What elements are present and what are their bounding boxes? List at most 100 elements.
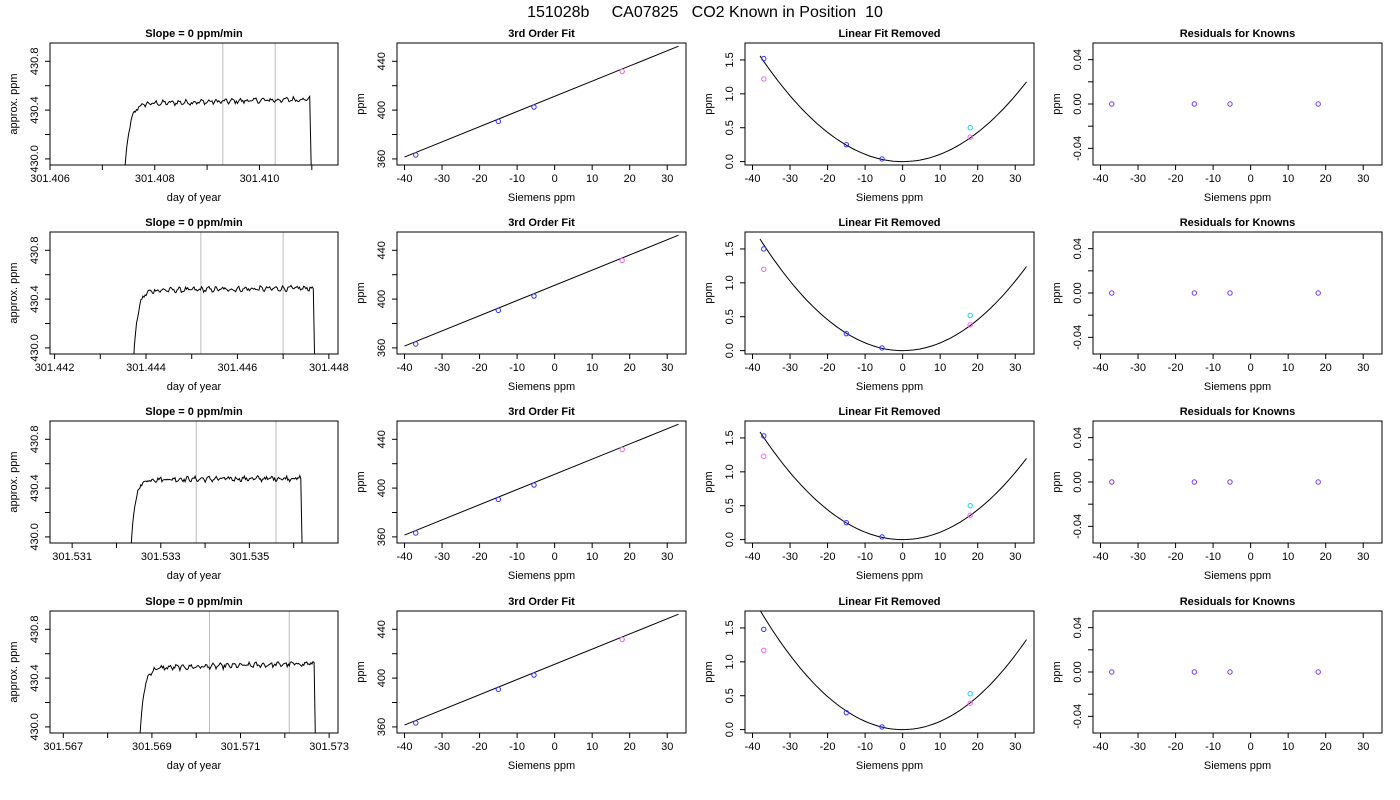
data-point xyxy=(1315,479,1321,485)
x-tick-label: -10 xyxy=(1205,741,1221,753)
y-tick-label: 360 xyxy=(376,339,388,357)
x-tick-label: -40 xyxy=(745,741,761,753)
x-tick-label: 301.408 xyxy=(135,173,175,185)
y-tick-label: 440 xyxy=(376,430,388,448)
y-tick-label: 430.4 xyxy=(29,96,41,124)
x-tick-label: -20 xyxy=(820,173,836,185)
x-tick-label: 20 xyxy=(624,173,636,185)
y-tick-label: 360 xyxy=(376,150,388,168)
data-point xyxy=(843,519,850,526)
y-tick-label: -0.04 xyxy=(1072,704,1084,729)
x-tick-label: -40 xyxy=(745,173,761,185)
x-tick-label: -30 xyxy=(782,362,798,374)
data-point xyxy=(967,503,973,509)
y-tick-label: 430.0 xyxy=(29,334,41,362)
fit-curve xyxy=(759,611,1027,731)
x-tick-label: -20 xyxy=(1168,362,1184,374)
plot-frame xyxy=(396,231,687,355)
plot-area xyxy=(139,611,316,733)
x-tick-label: -30 xyxy=(434,741,450,753)
x-tick-label: -10 xyxy=(1205,551,1221,563)
panel-linear-1: Linear Fit Removed Siemens ppm ppm -40 -30 -2… xyxy=(703,28,1035,204)
x-tick-label: -10 xyxy=(509,741,525,753)
plot-frame xyxy=(744,231,1035,355)
y-tick-label: 1.0 xyxy=(724,275,736,290)
x-tick-label: 30 xyxy=(661,741,673,753)
y-tick-label: 400 xyxy=(376,669,388,687)
y-axis-label: ppm xyxy=(1051,93,1063,114)
y-axis-label: approx. ppm xyxy=(8,641,20,702)
y-tick-label: 360 xyxy=(376,528,388,546)
panel-fit-4: 3rd Order Fit Siemens ppm ppm -40 -30 -20 -10 0… xyxy=(355,596,687,772)
data-point xyxy=(879,724,885,730)
x-tick-label: 30 xyxy=(661,173,673,185)
y-tick-label: 440 xyxy=(376,620,388,638)
data-point xyxy=(495,686,502,693)
panel-fit-2: 3rd Order Fit Siemens ppm ppm -40 -30 -20 -10 0… xyxy=(355,217,687,393)
x-tick-label: -10 xyxy=(509,362,525,374)
fit-curve xyxy=(759,238,1027,352)
x-axis-label: day of year xyxy=(167,760,222,772)
data-point xyxy=(531,482,537,488)
x-tick-label: 30 xyxy=(1357,741,1369,753)
panel-title: 3rd Order Fit xyxy=(508,28,575,40)
plot-frame xyxy=(744,610,1035,734)
y-axis-label: ppm xyxy=(703,93,715,114)
panel-title: 3rd Order Fit xyxy=(508,217,575,229)
x-tick-label: 20 xyxy=(1320,741,1332,753)
data-point xyxy=(531,293,537,299)
x-tick-label: 30 xyxy=(1009,551,1021,563)
data-point xyxy=(1109,479,1115,485)
data-point xyxy=(495,118,502,125)
x-tick-label: -30 xyxy=(1130,551,1146,563)
y-tick-label: 440 xyxy=(376,52,388,70)
x-tick-label: 10 xyxy=(586,173,598,185)
x-tick-label: 10 xyxy=(586,741,598,753)
y-tick-label: 0.5 xyxy=(724,120,736,135)
y-tick-label: 400 xyxy=(376,101,388,119)
x-tick-label: 0 xyxy=(900,741,906,753)
y-tick-label: 0.5 xyxy=(724,498,736,513)
fit-line xyxy=(404,45,679,158)
x-tick-label: -30 xyxy=(1130,362,1146,374)
y-axis-label: approx. ppm xyxy=(8,262,20,323)
data-point xyxy=(761,76,767,82)
data-point xyxy=(413,152,419,158)
x-tick-label: 301.573 xyxy=(309,741,349,753)
y-tick-label: 0.00 xyxy=(1072,282,1084,303)
x-tick-label: 0 xyxy=(552,741,558,753)
x-tick-label: 0 xyxy=(552,173,558,185)
data-point xyxy=(413,720,419,726)
x-tick-label: 30 xyxy=(1009,362,1021,374)
data-point xyxy=(531,672,537,678)
x-tick-label: 0 xyxy=(1248,362,1254,374)
x-tick-label: 20 xyxy=(972,173,984,185)
fit-line xyxy=(404,613,679,726)
concentration-trace xyxy=(124,94,312,165)
panels-grid: Slope = 0 ppm/min day of year approx. ppm 3… xyxy=(8,28,1383,772)
x-tick-label: 30 xyxy=(1357,551,1369,563)
data-point xyxy=(1191,669,1198,675)
panel-fit-1: 3rd Order Fit Siemens ppm ppm -40 -30 -20 -10 0… xyxy=(355,28,687,204)
data-point xyxy=(495,307,502,314)
y-tick-label: 430.8 xyxy=(29,426,41,454)
x-tick-label: -40 xyxy=(1093,362,1109,374)
x-tick-label: 30 xyxy=(1009,173,1021,185)
plot-frame xyxy=(49,420,339,544)
panel-linear-3: Linear Fit Removed Siemens ppm ppm -40 -30 -2… xyxy=(703,406,1035,582)
x-tick-label: 20 xyxy=(1320,362,1332,374)
x-tick-label: 10 xyxy=(1282,173,1294,185)
x-tick-label: 20 xyxy=(624,551,636,563)
x-tick-label: 0 xyxy=(1248,551,1254,563)
x-axis-label: Siemens ppm xyxy=(508,570,575,582)
x-axis-label: Siemens ppm xyxy=(1204,192,1271,204)
x-tick-label: 301.448 xyxy=(309,362,349,374)
x-tick-label: 10 xyxy=(934,741,946,753)
data-point xyxy=(761,647,767,654)
x-tick-label: -20 xyxy=(472,362,488,374)
y-tick-label: 1.0 xyxy=(724,86,736,101)
x-tick-label: -40 xyxy=(745,362,761,374)
plot-area xyxy=(404,234,679,347)
plot-frame xyxy=(49,42,339,166)
data-point xyxy=(761,266,767,272)
